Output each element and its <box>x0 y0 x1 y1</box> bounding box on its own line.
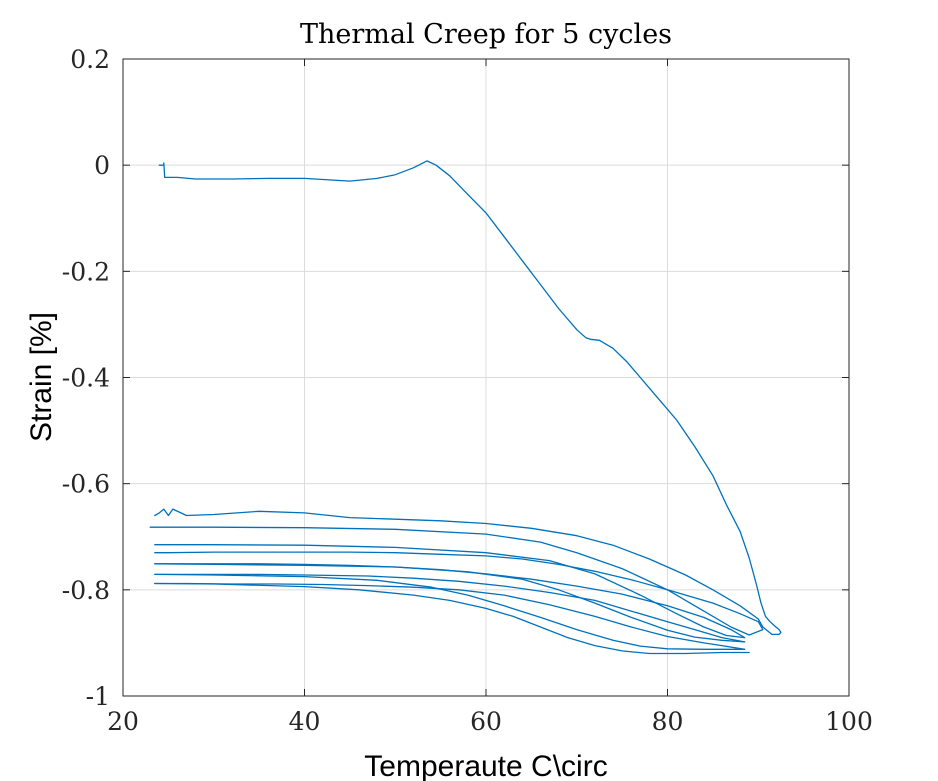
data-series-group <box>149 160 782 655</box>
x-tick-label: 60 <box>470 707 502 736</box>
strain-curve-segment-5 <box>154 544 746 639</box>
chart-title: Thermal Creep for 5 cycles <box>300 19 672 50</box>
x-tick-label: 20 <box>107 707 139 736</box>
x-axis-label: Temperaute C\circ <box>364 750 607 781</box>
y-tick-label: 0.2 <box>70 45 110 74</box>
strain-curve-segment-11 <box>154 582 750 655</box>
x-tick-label: 100 <box>825 707 873 736</box>
y-tick-label: 0 <box>94 151 110 180</box>
y-tick-label: -0.2 <box>62 257 110 286</box>
strain-curve-segment-1 <box>158 160 782 636</box>
x-tick-label: 80 <box>652 707 684 736</box>
strain-curve-segment-3 <box>149 526 764 636</box>
y-tick-label: -1 <box>86 682 110 711</box>
y-tick-label: -0.4 <box>62 364 110 393</box>
y-tick-label: -0.8 <box>62 576 110 605</box>
x-tick-label: 40 <box>289 707 321 736</box>
strain-curve-segment-10 <box>154 582 746 650</box>
strain-curve-segment-8 <box>154 573 746 643</box>
y-axis-label: Strain [%] <box>25 312 58 442</box>
strain-curve-segment-2 <box>154 508 773 636</box>
y-tick-label: -0.6 <box>62 470 110 499</box>
strain-curve-segment-4 <box>154 551 759 623</box>
axis-ticks: 20 40 60 80 100 0.2 0 -0.2 -0.4 -0.6 -0.8 -1 <box>62 45 873 736</box>
strain-curve-segment-9 <box>154 573 746 650</box>
strain-curve-segment-7 <box>154 563 746 643</box>
